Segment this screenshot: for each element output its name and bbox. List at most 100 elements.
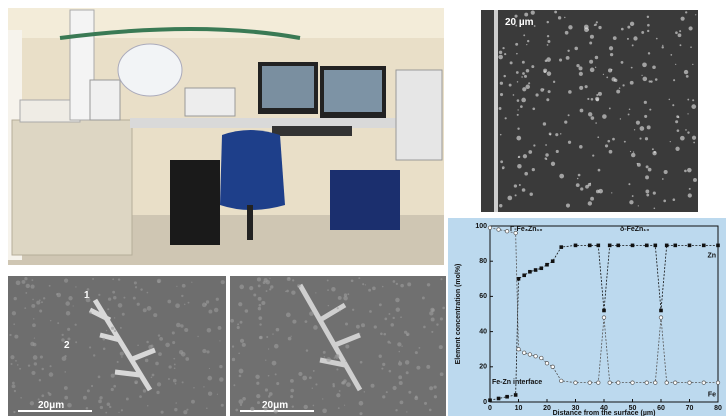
- texture: [379, 303, 382, 306]
- texture: [384, 318, 387, 321]
- texture: [30, 401, 34, 405]
- marker: [574, 244, 578, 248]
- texture: [566, 56, 570, 60]
- surface-edge: [494, 10, 498, 212]
- texture: [431, 331, 433, 333]
- texture: [382, 395, 385, 398]
- texture: [548, 90, 551, 93]
- texture: [107, 308, 109, 310]
- texture: [380, 332, 383, 335]
- texture: [589, 183, 591, 185]
- texture: [640, 126, 645, 131]
- texture: [440, 278, 442, 280]
- texture: [173, 358, 175, 360]
- texture: [322, 398, 323, 399]
- texture: [396, 307, 400, 311]
- texture: [48, 393, 51, 396]
- texture: [399, 381, 403, 385]
- texture: [590, 197, 594, 201]
- texture: [390, 323, 394, 327]
- texture: [509, 84, 512, 87]
- texture: [34, 362, 37, 365]
- texture: [429, 311, 433, 315]
- texture: [114, 330, 117, 333]
- texture: [32, 323, 36, 327]
- marker: [517, 277, 521, 281]
- texture: [678, 33, 682, 37]
- texture: [598, 169, 601, 172]
- texture: [521, 98, 526, 103]
- texture: [313, 325, 318, 330]
- x-tick-label: 80: [714, 405, 722, 412]
- sem-console: [12, 120, 132, 255]
- texture: [313, 405, 315, 407]
- texture: [11, 363, 13, 365]
- texture: [418, 347, 420, 349]
- texture: [206, 407, 208, 409]
- texture: [543, 89, 544, 90]
- texture: [328, 305, 329, 306]
- texture: [612, 138, 615, 141]
- texture: [258, 316, 262, 320]
- marker: [616, 381, 620, 385]
- texture: [442, 307, 445, 310]
- texture: [139, 395, 142, 398]
- marker: [488, 226, 492, 230]
- texture: [39, 310, 42, 313]
- texture: [276, 328, 280, 332]
- texture: [172, 341, 175, 344]
- texture: [577, 178, 579, 180]
- texture: [524, 172, 528, 176]
- texture: [347, 293, 349, 295]
- marker: [528, 270, 532, 274]
- texture: [675, 31, 678, 34]
- texture: [439, 345, 443, 349]
- texture: [499, 51, 502, 54]
- texture: [13, 323, 15, 325]
- texture: [117, 361, 119, 363]
- texture: [655, 78, 658, 81]
- texture: [238, 353, 240, 355]
- texture: [261, 301, 265, 305]
- texture: [631, 67, 633, 69]
- texture: [174, 363, 176, 365]
- texture: [369, 310, 372, 313]
- texture: [12, 382, 15, 385]
- texture: [121, 356, 123, 358]
- texture: [436, 323, 438, 325]
- marker: [559, 245, 563, 249]
- texture: [313, 370, 315, 372]
- texture: [633, 36, 637, 40]
- texture: [500, 134, 502, 136]
- texture: [545, 153, 548, 156]
- texture: [14, 335, 18, 339]
- texture: [382, 363, 385, 366]
- texture: [87, 389, 90, 392]
- texture: [499, 204, 502, 207]
- texture: [670, 141, 671, 142]
- texture: [339, 390, 341, 392]
- texture: [257, 277, 261, 281]
- texture: [26, 284, 30, 288]
- texture: [547, 40, 550, 43]
- texture: [174, 368, 176, 370]
- annotation: δ-FeZn₁₀: [620, 226, 649, 233]
- texture: [638, 205, 639, 206]
- texture: [24, 277, 27, 280]
- texture: [628, 183, 630, 185]
- texture: [633, 151, 634, 152]
- texture: [629, 109, 631, 111]
- texture: [161, 411, 164, 414]
- texture: [221, 404, 224, 407]
- texture: [547, 71, 552, 76]
- lab-photo: [8, 8, 444, 265]
- texture: [634, 129, 635, 130]
- texture: [423, 326, 426, 329]
- texture: [126, 398, 129, 401]
- texture: [31, 371, 35, 375]
- texture: [406, 411, 407, 412]
- texture: [202, 349, 206, 353]
- texture: [543, 122, 546, 125]
- texture: [679, 30, 681, 32]
- texture: [426, 365, 430, 369]
